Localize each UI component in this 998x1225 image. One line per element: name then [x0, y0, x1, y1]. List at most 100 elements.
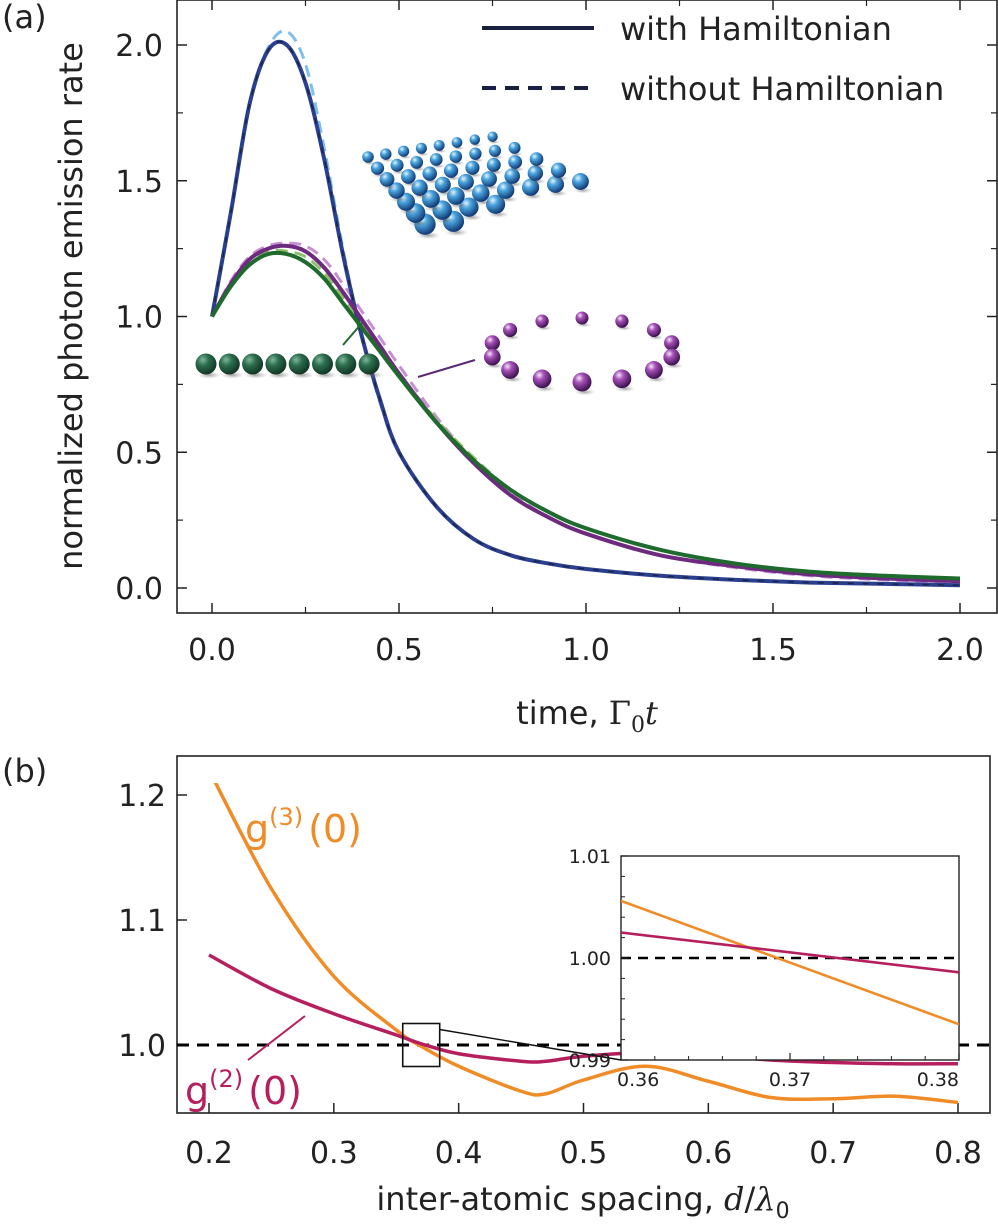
x-tick-label-b: 0.6 [684, 1136, 732, 1171]
atom-ring [646, 322, 661, 338]
series-line-a-2 [210, 243, 961, 584]
atom-square [380, 148, 392, 160]
square-array-illustration [362, 131, 593, 240]
x-tick-label-b: 0.3 [310, 1136, 358, 1171]
inset-series-line-1 [621, 931, 959, 974]
x-axis-label-b: inter-atomic spacing, d/λ0 [376, 1180, 789, 1224]
x-axis-label-b-var: d [724, 1180, 744, 1218]
atom-ring [612, 369, 632, 389]
inset-frame [620, 855, 960, 1061]
inset-series-line-0 [621, 899, 959, 1026]
y-tick-label-a: 2.0 [115, 29, 163, 64]
zoom-box [401, 1022, 441, 1068]
atom-ring [644, 361, 663, 379]
zoom-connector-line [439, 1028, 622, 1061]
legend-label-without: without Hamiltonian [620, 70, 944, 108]
g2-label: g(2) (0) [185, 1065, 302, 1113]
panel-a: (a) 0.0 0.5 1.0 1.5 2.0 0.0 0.5 1.0 1.5 2.0 norma… [2, 0, 998, 738]
atom-ring [572, 372, 592, 392]
atom-ring [615, 314, 629, 328]
inset-ticks: 0.36 0.37 0.38 0.99 1.00 1.01 [569, 846, 960, 1091]
legend-label-with: with Hamiltonian [620, 10, 892, 48]
atom-square [451, 137, 463, 148]
x-axis-label-a-prefix: time, [516, 694, 609, 732]
x-tick-label-a: 1.0 [562, 633, 610, 668]
y-tick-label-a: 0.0 [115, 572, 163, 607]
inset-y-tick-label: 1.01 [569, 846, 611, 868]
atom-square [469, 134, 481, 145]
atom-square [527, 165, 544, 181]
x-axis-label-a-sub: 0 [631, 713, 645, 738]
series-line-a-1 [210, 29, 961, 587]
chain-pointer-line [342, 322, 363, 346]
atom-square [504, 168, 521, 184]
atom-square [465, 160, 480, 175]
atom-chain [312, 353, 333, 375]
axes-ticks-b: 0.2 0.3 0.4 0.5 0.6 0.7 0.8 1.0 1.1 1.2 [118, 779, 982, 1171]
y-axis-label-a: normalized photon emission rate [52, 42, 90, 570]
series-group-a [210, 29, 961, 588]
series-line-a-5 [210, 248, 961, 582]
inset-x-tick-label: 0.38 [917, 1069, 959, 1091]
atom-square [433, 139, 445, 151]
panel-label-a: (a) [2, 0, 47, 36]
y-tick-label-b: 1.1 [118, 904, 166, 939]
g2-label-arg: (0) [248, 1069, 302, 1113]
ring-illustration [483, 311, 684, 396]
atom-square [469, 147, 482, 160]
atom-ring [484, 335, 500, 351]
inset-y-tick-label: 1.00 [569, 948, 611, 970]
atom-square [432, 200, 452, 220]
x-tick-label-a: 2.0 [936, 633, 984, 668]
x-tick-label-a: 1.5 [749, 633, 797, 668]
chain-illustration [195, 353, 384, 379]
inset-x-tick-label: 0.37 [769, 1069, 811, 1091]
atom-square [457, 173, 474, 190]
atom-square [449, 150, 463, 163]
x-axis-label-b-prefix: inter-atomic spacing, [376, 1180, 724, 1218]
atom-square [508, 141, 521, 154]
x-axis-label-b-sub: 0 [776, 1199, 790, 1224]
atom-square [362, 151, 374, 163]
atom-chain [242, 353, 264, 375]
atom-square [508, 155, 523, 169]
atom-square [443, 163, 459, 178]
atom-square [572, 173, 589, 190]
x-axis-label-b-lambda: λ [753, 1180, 775, 1218]
y-tick-label-a: 1.5 [115, 165, 163, 200]
x-tick-label-a: 0.5 [375, 633, 423, 668]
atom-square [390, 158, 404, 172]
atom-square [410, 155, 424, 169]
x-tick-label-b: 0.2 [185, 1136, 233, 1171]
atom-square [488, 144, 502, 157]
panel-label-b: (b) [2, 752, 47, 790]
atom-chain [358, 353, 380, 375]
x-tick-label-a: 0.0 [188, 633, 236, 668]
y-tick-label-b: 1.0 [118, 1029, 166, 1064]
x-tick-label-b: 0.5 [560, 1136, 608, 1171]
x-tick-label-b: 0.7 [809, 1136, 857, 1171]
x-tick-label-b: 0.8 [934, 1136, 982, 1171]
panel-b: (b) 0.2 0.3 0.4 0.5 0.6 0.7 0.8 1.0 1.1 1.2 inter… [2, 752, 991, 1224]
atom-square [481, 171, 497, 187]
atom-ring [501, 361, 520, 379]
atom-chain [218, 353, 240, 375]
series-line-b-1 [208, 953, 959, 1066]
g2-label-main: g [185, 1069, 209, 1113]
atom-square [415, 142, 427, 154]
atom-square [397, 145, 410, 157]
atom-ring [575, 311, 589, 325]
g2-pointer-line [247, 1015, 306, 1061]
atom-square [529, 152, 544, 166]
x-tick-label-b: 0.4 [435, 1136, 483, 1171]
x-axis-label-a-gamma: Γ [609, 694, 631, 732]
axes-ticks-a: 0.0 0.5 1.0 1.5 2.0 0.0 0.5 1.0 1.5 2.0 [115, 0, 997, 668]
x-axis-label-a: time, Γ0t [516, 694, 658, 738]
inset-series-group [621, 899, 959, 1026]
y-tick-label-b: 1.2 [118, 779, 166, 814]
series-line-a-4 [210, 250, 961, 581]
atom-ring [483, 348, 501, 366]
atom-ring [503, 322, 518, 338]
y-tick-label-a: 0.5 [115, 436, 163, 471]
g3-label: g(3) (0) [245, 803, 362, 851]
